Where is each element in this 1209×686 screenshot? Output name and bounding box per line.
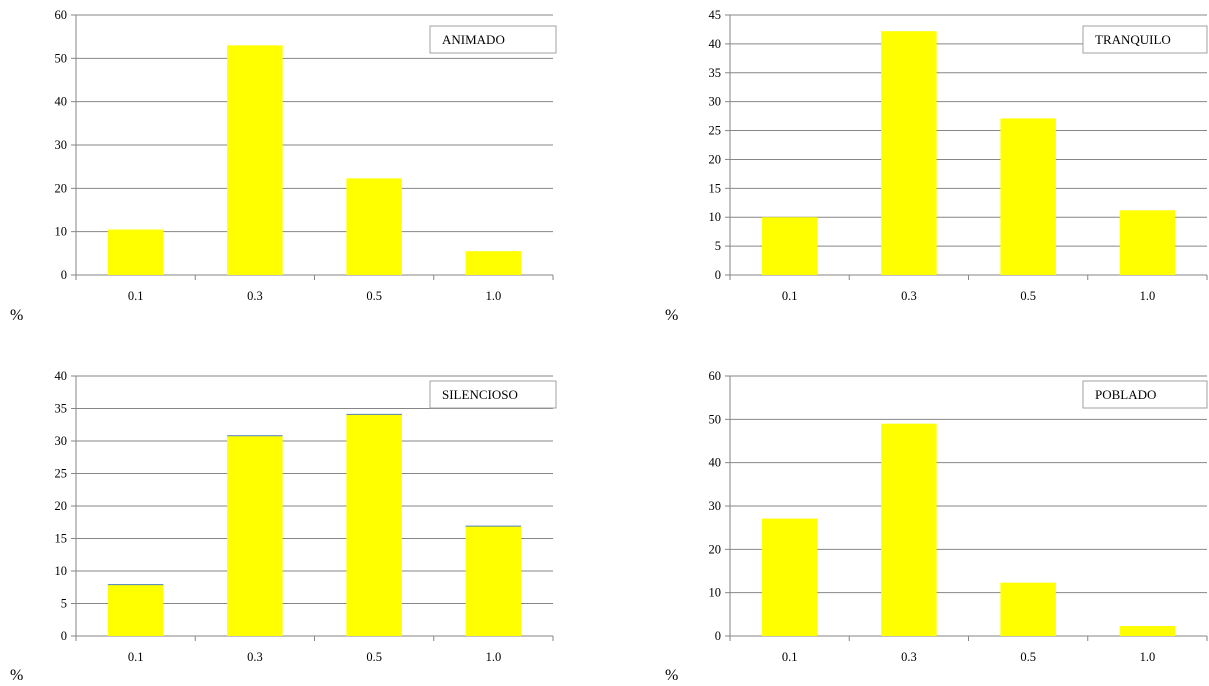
y-tick-label: 25	[55, 467, 68, 481]
legend-box	[429, 380, 557, 409]
y-tick-label: 20	[709, 152, 722, 166]
y-axis-label: %	[10, 307, 23, 324]
legend-label: TRANQUILO	[1095, 32, 1171, 47]
bar-1.0	[1119, 626, 1176, 636]
x-tick-label: 0.5	[366, 650, 382, 664]
y-tick-label: 40	[709, 37, 722, 51]
x-tick-label: 0.5	[1020, 289, 1036, 303]
bar-0.5	[1000, 118, 1056, 275]
legend-label: ANIMADO	[442, 32, 505, 47]
x-tick-label: 1.0	[1140, 289, 1156, 303]
x-tick-label: 0.3	[247, 289, 263, 303]
x-tick-label: 0.3	[901, 289, 917, 303]
bar-1.0	[1119, 210, 1176, 275]
x-tick-label: 0.1	[128, 650, 144, 664]
bar-0.1	[761, 518, 818, 636]
bar-0.3	[881, 31, 937, 275]
y-tick-label: 10	[55, 225, 68, 239]
bar-0.1	[107, 229, 164, 275]
x-tick-label: 1.0	[486, 650, 502, 664]
y-tick-label: 30	[709, 499, 722, 513]
legend-label: POBLADO	[1095, 387, 1156, 402]
bar-0.1	[107, 584, 164, 636]
y-tick-label: 20	[709, 542, 722, 556]
y-tick-label: 50	[55, 51, 68, 65]
bar-0.1	[761, 217, 818, 275]
x-tick-label: 0.1	[782, 289, 798, 303]
y-tick-label: 20	[55, 181, 68, 195]
y-tick-label: 10	[709, 586, 722, 600]
y-axis-label: %	[665, 667, 678, 684]
legend-label: SILENCIOSO	[442, 387, 518, 402]
chart-panel-poblado: 0 10 20 30 40 50 60 0.1 0.3 0.5 1.0 POBLADO%	[665, 369, 1208, 684]
y-tick-label: 25	[709, 124, 722, 138]
y-tick-label: 10	[55, 564, 68, 578]
x-tick-label: 0.5	[366, 289, 382, 303]
y-tick-label: 40	[709, 456, 722, 470]
x-tick-label: 1.0	[486, 289, 502, 303]
bar-1.0	[465, 526, 522, 636]
y-tick-label: 0	[61, 268, 67, 282]
y-tick-label: 30	[55, 434, 68, 448]
x-tick-label: 1.0	[1140, 650, 1156, 664]
y-tick-label: 15	[55, 532, 68, 546]
bar-0.5	[346, 414, 402, 636]
bar-0.5	[1000, 582, 1056, 636]
x-tick-label: 0.1	[782, 650, 798, 664]
bar-0.5	[346, 178, 402, 275]
chart-panel-animado: 0 10 20 30 40 50 60 0.1 0.3 0.5 1.0 ANIMADO%	[10, 8, 557, 324]
y-tick-label: 0	[715, 629, 721, 643]
y-tick-label: 15	[709, 181, 722, 195]
y-tick-label: 30	[709, 95, 722, 109]
y-tick-label: 50	[709, 412, 722, 426]
x-tick-label: 0.5	[1020, 650, 1036, 664]
y-tick-label: 35	[55, 402, 68, 416]
legend-box	[429, 25, 557, 54]
x-tick-label: 0.3	[901, 650, 917, 664]
y-tick-label: 35	[709, 66, 722, 80]
bar-1.0	[465, 251, 522, 275]
y-axis-label: %	[10, 667, 23, 684]
y-tick-label: 45	[709, 8, 722, 22]
chart-panel-tranquilo: 0 5 10 15 20 25 30 35 40 45 0.1 0.3 0.5 1.0 TRANQUILO%	[665, 8, 1208, 324]
y-tick-label: 20	[55, 499, 68, 513]
bar-0.3	[227, 435, 283, 636]
y-tick-label: 60	[709, 369, 722, 383]
y-tick-label: 60	[55, 8, 68, 22]
y-tick-label: 10	[709, 210, 722, 224]
y-tick-label: 0	[715, 268, 721, 282]
y-tick-label: 0	[61, 629, 67, 643]
y-tick-label: 30	[55, 138, 68, 152]
y-tick-label: 40	[55, 95, 68, 109]
legend-box	[1082, 25, 1208, 54]
y-axis-label: %	[665, 307, 678, 324]
bar-0.3	[227, 45, 283, 276]
y-tick-label: 5	[715, 239, 721, 253]
x-tick-label: 0.3	[247, 650, 263, 664]
y-tick-label: 40	[55, 369, 68, 383]
chart-panel-silencioso: 0 5 10 15 20 25 30 35 40 0.1 0.3 0.5 1.0 SILENCIOSO%	[10, 369, 557, 684]
legend-box	[1082, 380, 1208, 409]
y-tick-label: 5	[61, 597, 67, 611]
bar-0.3	[881, 423, 937, 636]
x-tick-label: 0.1	[128, 289, 144, 303]
